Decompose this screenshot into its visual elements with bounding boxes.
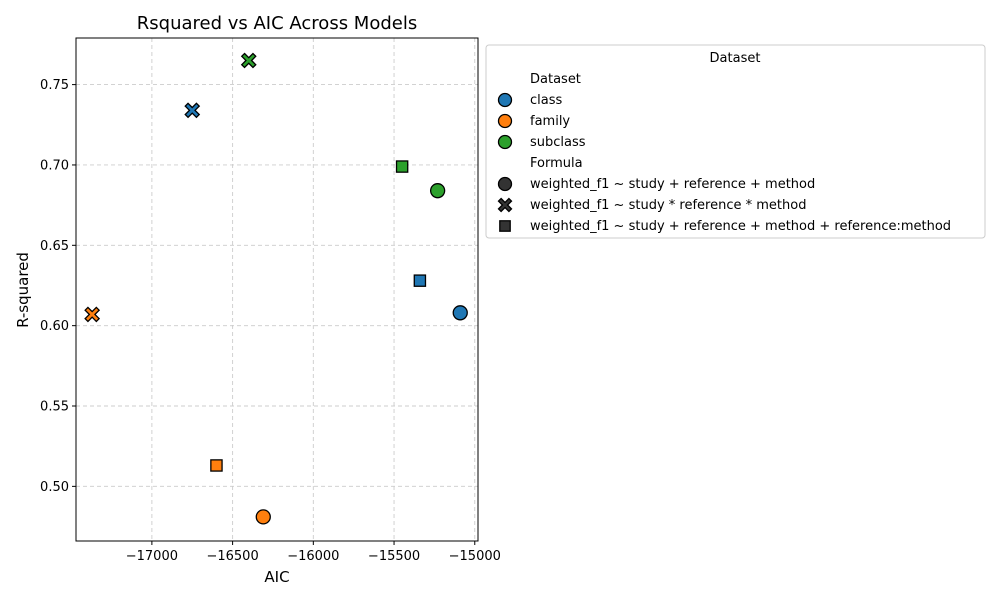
- legend-label-formula-x: weighted_f1 ~ study * reference * method: [530, 198, 806, 213]
- legend-marker-formula-square: [499, 220, 511, 232]
- y-tick-label: 0.75: [40, 78, 69, 93]
- x-tick-label: −15500: [368, 549, 420, 564]
- legend-label-subclass: subclass: [530, 135, 586, 150]
- legend-label-formula-circle: weighted_f1 ~ study + reference + method: [530, 177, 815, 192]
- y-tick-label: 0.55: [40, 400, 69, 415]
- legend-label-formula-square: weighted_f1 ~ study + reference + method…: [530, 219, 951, 234]
- y-axis-label: R-squared: [14, 252, 32, 328]
- data-point-family-square: [210, 459, 223, 472]
- x-tick-label: −15000: [449, 549, 501, 564]
- chart-title: Rsquared vs AIC Across Models: [137, 13, 417, 34]
- y-tick-label: 0.65: [40, 239, 69, 254]
- legend-marker-class: [497, 92, 513, 108]
- legend-label-family: family: [530, 114, 570, 129]
- y-tick-label: 0.70: [40, 158, 69, 173]
- data-points: [84, 52, 468, 525]
- data-point-subclass-square: [395, 160, 409, 173]
- x-tick-label: −16000: [287, 549, 339, 564]
- data-point-family-x: [84, 306, 101, 323]
- data-point-class-square: [413, 274, 427, 287]
- legend: Dataset Dataset Formula class family subcl…: [485, 44, 986, 239]
- legend-hue-header: Dataset: [530, 72, 581, 87]
- y-tick-label: 0.60: [40, 319, 69, 334]
- data-point-subclass-circle: [429, 183, 446, 199]
- data-point-class-circle: [452, 305, 468, 321]
- plot-area-frame: [75, 37, 479, 542]
- grid: [76, 38, 478, 541]
- legend-style-header: Formula: [530, 156, 583, 171]
- x-axis-label: AIC: [264, 568, 289, 586]
- data-point-family-circle: [255, 509, 271, 525]
- legend-marker-formula-x: [497, 197, 513, 213]
- data-point-subclass-x: [240, 52, 257, 69]
- legend-marker-formula-circle: [497, 176, 513, 192]
- legend-marker-family: [497, 113, 513, 129]
- legend-marker-subclass: [497, 134, 513, 150]
- y-axis: 0.50 0.55 0.60 0.65 0.70 0.75: [40, 78, 76, 495]
- x-tick-label: −16500: [206, 549, 258, 564]
- data-point-class-x: [184, 102, 201, 119]
- legend-frame: [485, 44, 986, 239]
- legend-title: Dataset: [710, 51, 761, 66]
- y-tick-label: 0.50: [40, 480, 69, 495]
- legend-label-class: class: [530, 93, 562, 108]
- x-axis: −17000 −16500 −16000 −15500 −15000: [126, 541, 501, 564]
- x-tick-label: −17000: [126, 549, 178, 564]
